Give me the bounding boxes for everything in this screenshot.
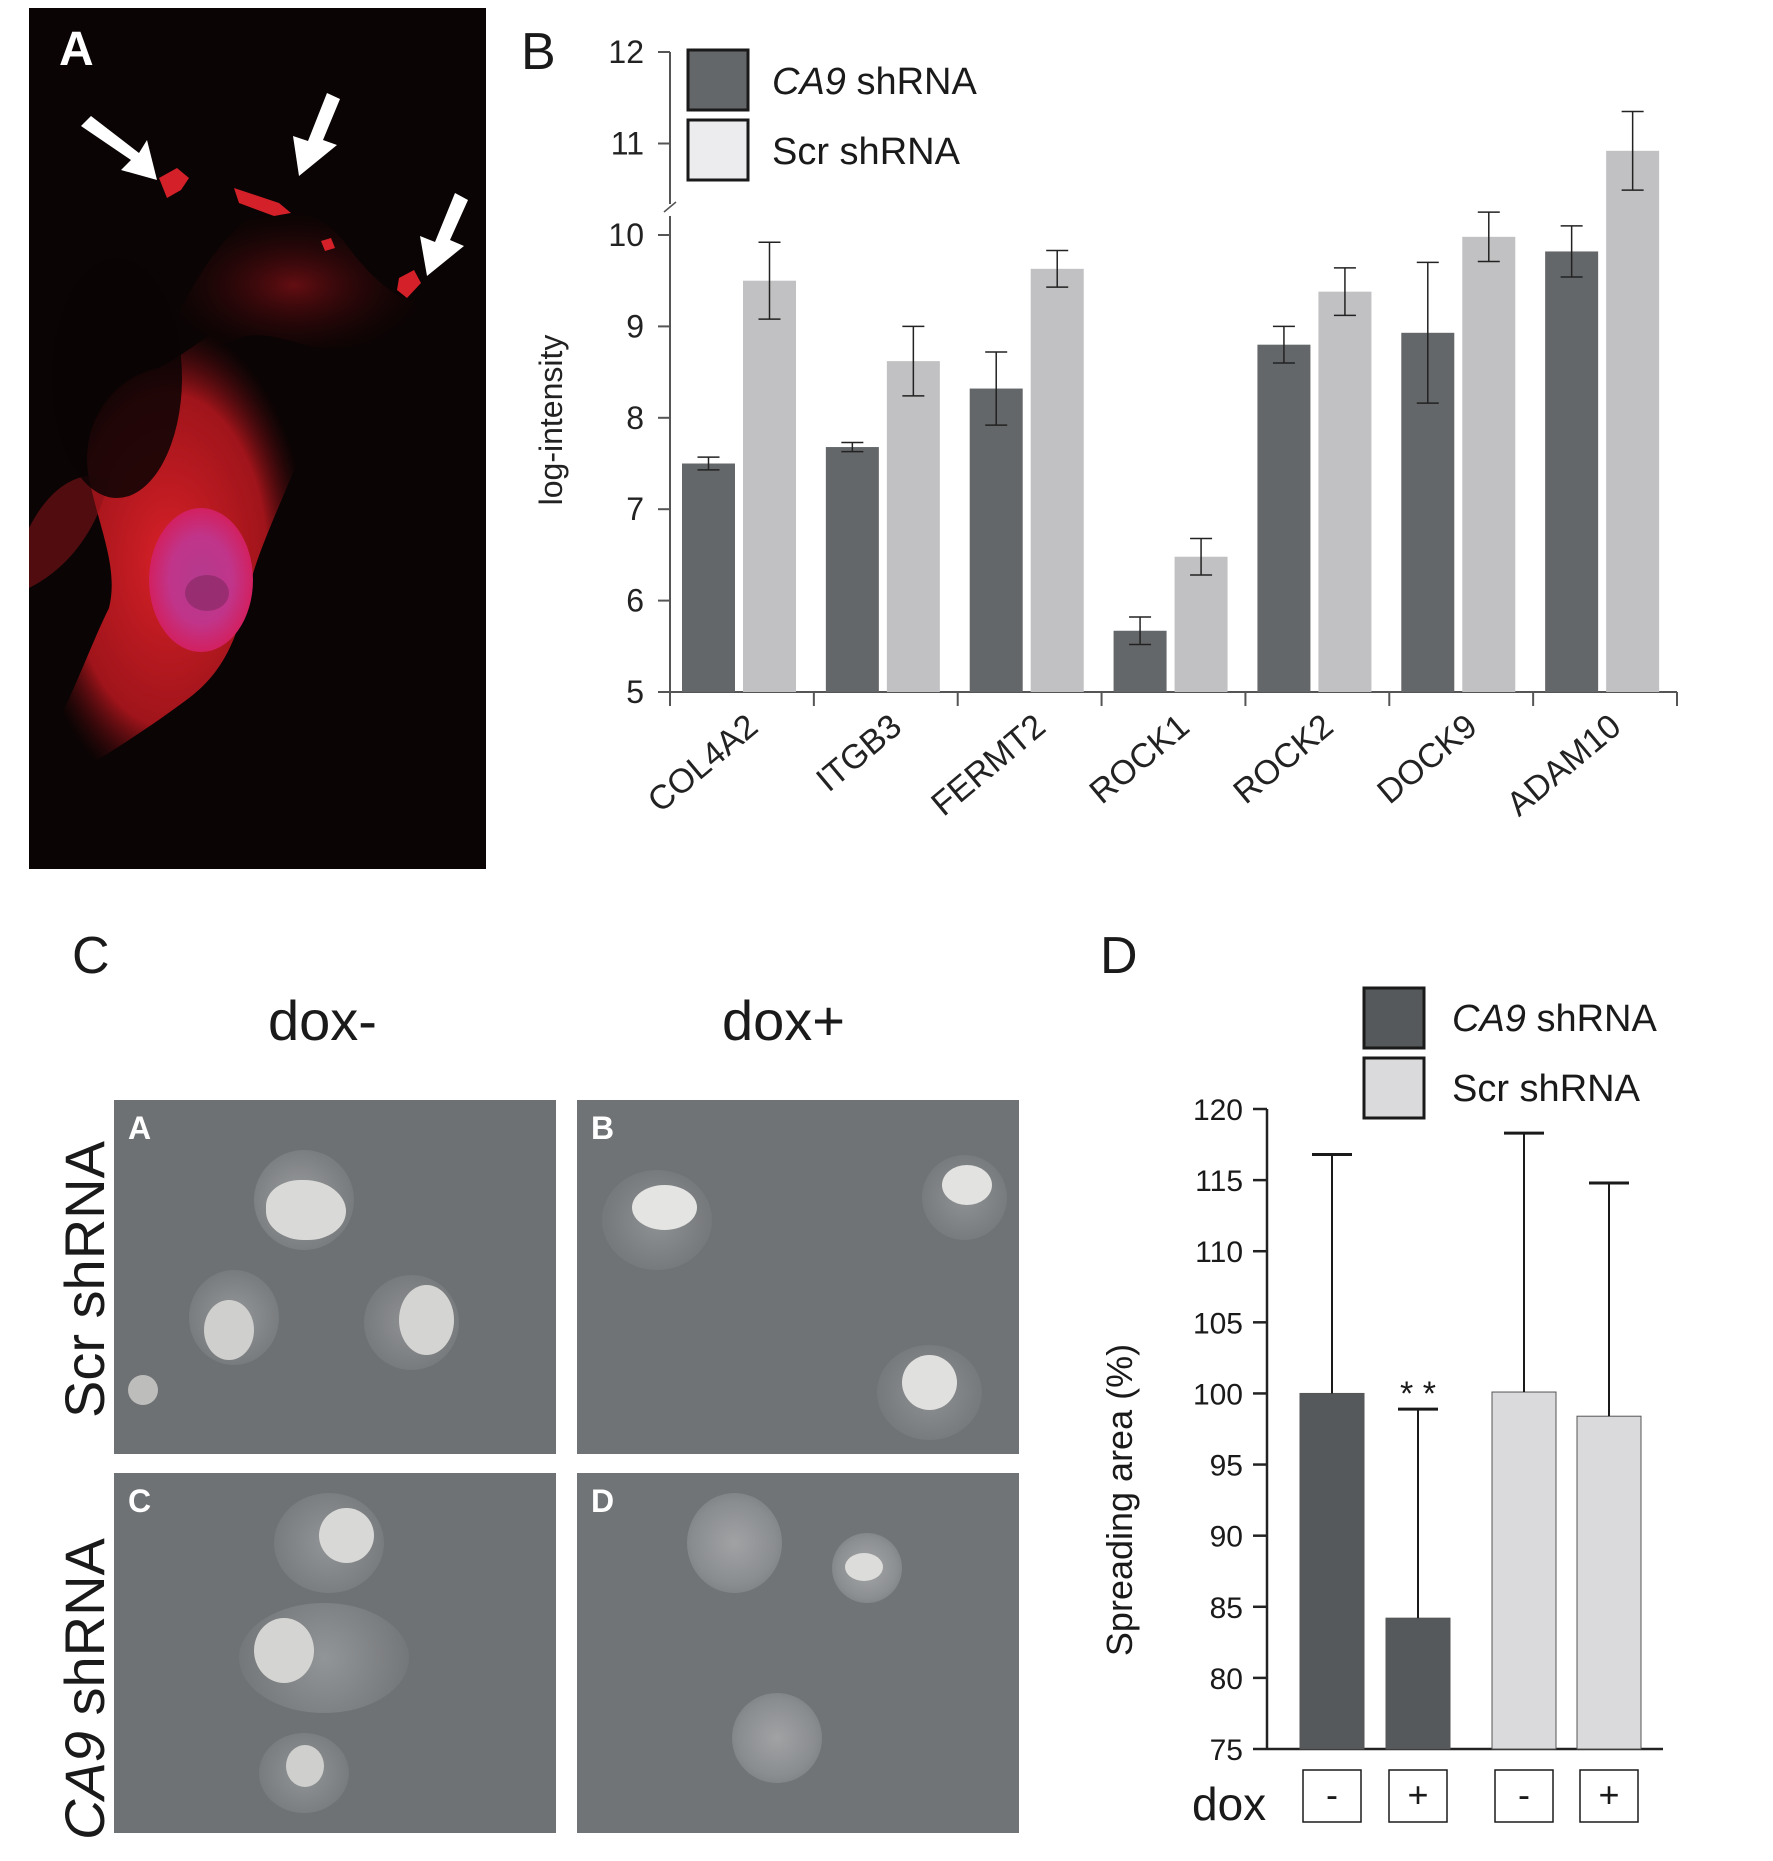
- micrograph-scr-dox-minus: A: [114, 1100, 556, 1454]
- bar: [1174, 556, 1228, 692]
- y-tick-label: 120: [1193, 1094, 1243, 1127]
- x-tick-label: ADAM10: [1500, 707, 1629, 824]
- bar: [1491, 1391, 1557, 1750]
- panel-a-letter: A: [59, 23, 94, 76]
- legend-label: Scr shRNA: [1452, 1068, 1641, 1110]
- axis-break-mark: [663, 201, 677, 213]
- y-tick-label: 85: [1210, 1592, 1243, 1625]
- col-header-dox-plus: dox+: [722, 989, 845, 1052]
- y-tick-label: 100: [1193, 1378, 1243, 1411]
- col-header-dox-minus: dox-: [268, 989, 377, 1052]
- sub-label-d: D: [591, 1483, 615, 1519]
- x-tick-label: ROCK1: [1082, 707, 1196, 811]
- category-box: [1579, 1769, 1639, 1823]
- bar: [1545, 251, 1599, 692]
- sub-label-a: A: [128, 1110, 152, 1146]
- bar: [1385, 1617, 1451, 1750]
- y-tick-label: 6: [626, 583, 644, 619]
- panel-b-letter: B: [521, 23, 556, 81]
- y-tick-label: 95: [1210, 1450, 1243, 1483]
- y-axis-label: log-intensity: [533, 335, 569, 506]
- x-tick-label: DOCK9: [1370, 707, 1484, 811]
- y-axis-label: Spreading area (%): [1099, 1344, 1140, 1656]
- y-tick-label: 80: [1210, 1663, 1243, 1696]
- chart-d: 75 80 85 90 95 100 105 110 115 120 Spreading area …: [1099, 986, 1663, 1830]
- bar: [886, 361, 940, 692]
- category-box: [1494, 1769, 1554, 1823]
- micrograph-ca9-dox-plus: D: [577, 1473, 1019, 1833]
- bar: [1299, 1392, 1365, 1750]
- category-box: [1302, 1769, 1362, 1823]
- y-tick-label: 90: [1210, 1521, 1243, 1554]
- sub-label-b: B: [591, 1110, 615, 1146]
- y-tick-label: 10: [608, 217, 644, 253]
- legend-swatch: [1362, 1056, 1426, 1120]
- y-tick-label: 12: [608, 34, 644, 70]
- category-box: [1388, 1769, 1448, 1823]
- bar: [969, 388, 1023, 692]
- y-tick-label: 8: [626, 400, 644, 436]
- y-tick-label: 75: [1210, 1734, 1243, 1767]
- arrow-icons: [81, 93, 468, 276]
- bar: [825, 447, 879, 692]
- micrograph-ca9-dox-minus: C: [114, 1473, 556, 1833]
- x-tick-label: +: [1407, 1774, 1428, 1815]
- y-tick-label: 115: [1195, 1165, 1243, 1198]
- y-tick-label: 105: [1193, 1307, 1243, 1340]
- legend-swatch: [1362, 986, 1426, 1050]
- bar: [743, 280, 796, 692]
- bar: [1576, 1415, 1642, 1750]
- x-tick-label: -: [1326, 1774, 1338, 1815]
- legend-swatch: [686, 118, 750, 182]
- x-tick-label: ITGB3: [809, 707, 909, 799]
- legend-label: CA9 shRNA: [1452, 998, 1657, 1040]
- y-tick-label: 5: [626, 674, 644, 710]
- legend-label: CA9 shRNA: [772, 61, 977, 103]
- dox-row-label: dox: [1192, 1778, 1266, 1830]
- significance-marker: * *: [1400, 1375, 1436, 1413]
- x-tick-label: ROCK2: [1226, 707, 1340, 811]
- row-header-scr: Scr shRNA: [53, 1141, 116, 1418]
- sub-label-c: C: [128, 1483, 152, 1519]
- panel-a-micrograph: A: [29, 8, 486, 869]
- y-tick-label: 9: [626, 308, 644, 344]
- y-tick-label: 110: [1195, 1236, 1243, 1269]
- panel-d-letter: D: [1100, 927, 1138, 985]
- y-tick-label: 11: [611, 126, 644, 162]
- chart-b: 5 6 7 8 9 10 11 12 log-intensity COL4A2 ITGB3 FERMT…: [533, 34, 1678, 824]
- legend-label: Scr shRNA: [772, 131, 961, 173]
- bar: [682, 463, 735, 692]
- fluorescence-image: [29, 8, 486, 869]
- legend-swatch: [686, 48, 750, 112]
- y-tick-label: 7: [626, 491, 644, 527]
- bar: [1257, 344, 1311, 692]
- x-tick-label: FERMT2: [924, 707, 1053, 824]
- x-tick-label: COL4A2: [641, 707, 765, 820]
- micrograph-scr-dox-plus: B: [577, 1100, 1019, 1454]
- bar: [1606, 150, 1660, 692]
- panel-c-letter: C: [72, 927, 110, 985]
- bar: [1318, 291, 1372, 692]
- bar: [1462, 236, 1516, 692]
- x-tick-label: +: [1598, 1774, 1619, 1815]
- row-header-ca9: CA9 shRNA: [53, 1538, 116, 1840]
- bar: [1030, 268, 1084, 692]
- x-tick-label: -: [1518, 1774, 1530, 1815]
